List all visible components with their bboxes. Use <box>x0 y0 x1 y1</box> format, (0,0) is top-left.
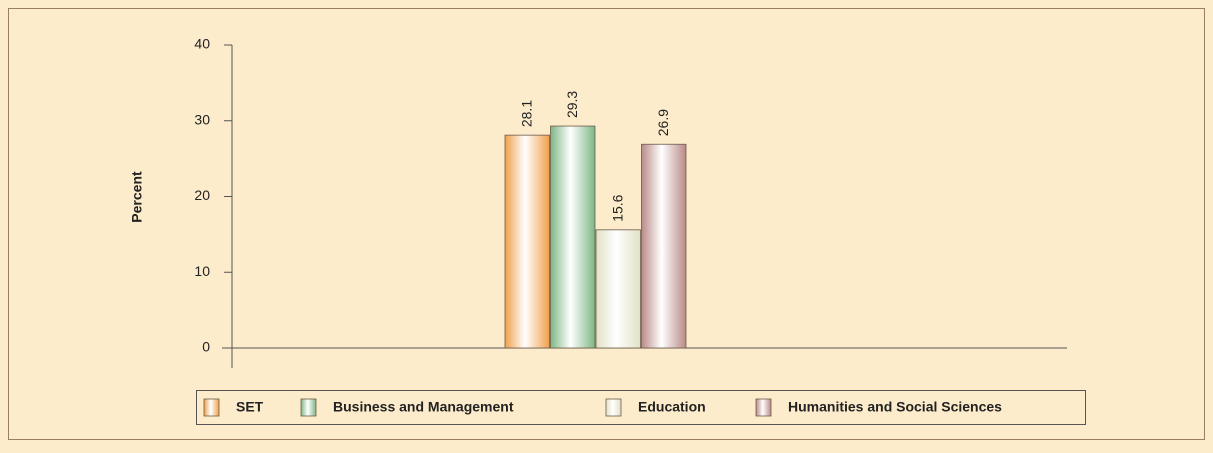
panel-border <box>8 8 1205 440</box>
bar <box>504 134 550 349</box>
legend-swatch <box>755 398 772 417</box>
value-label: 26.9 <box>655 109 671 136</box>
bar <box>550 125 596 349</box>
y-tick-label: 0 <box>202 339 210 355</box>
legend-label: SET <box>236 399 264 415</box>
y-tick-label: 30 <box>194 111 210 127</box>
legend-label: Business and Management <box>333 399 514 415</box>
y-tick-label: 40 <box>194 36 210 52</box>
y-tick-label: 10 <box>194 263 210 279</box>
y-tick-label: 20 <box>194 187 210 203</box>
value-label: 29.3 <box>564 91 580 118</box>
legend-label: Humanities and Social Sciences <box>788 399 1002 415</box>
legend-box <box>196 390 1086 425</box>
value-label: 28.1 <box>518 100 534 127</box>
legend-swatch <box>605 398 622 417</box>
bar <box>641 143 687 349</box>
legend-swatch <box>300 398 317 417</box>
value-label: 15.6 <box>609 194 625 221</box>
bar <box>595 229 641 349</box>
y-axis-label: Percent <box>129 171 145 223</box>
legend-swatch <box>203 398 220 417</box>
legend-label: Education <box>638 399 706 415</box>
